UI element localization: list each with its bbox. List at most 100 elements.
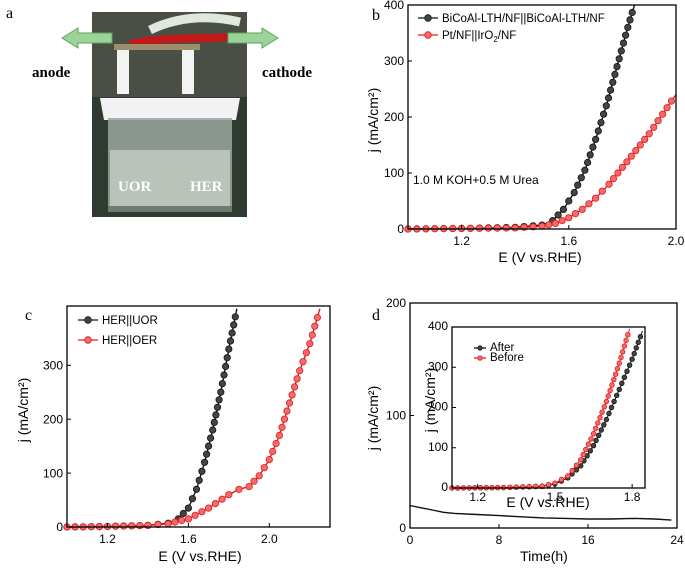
data-point	[613, 62, 621, 71]
legend-marker	[84, 336, 92, 344]
x-tick-label: 2.0	[261, 532, 278, 546]
data-point	[260, 464, 268, 472]
data-point	[608, 404, 615, 411]
data-point	[626, 16, 634, 24]
data-point	[195, 476, 203, 484]
data-point	[278, 423, 286, 431]
data-point	[571, 210, 580, 218]
data-point	[578, 457, 584, 463]
data-point	[598, 187, 606, 195]
data-point	[583, 158, 592, 167]
data-point	[178, 516, 186, 525]
data-point	[212, 411, 220, 419]
data-point	[188, 495, 196, 503]
condition-annotation: 1.0 M KOH+0.5 M Urea	[413, 173, 539, 187]
data-point	[590, 431, 597, 437]
data-point	[625, 332, 631, 338]
data-point	[594, 127, 602, 135]
data-point	[611, 70, 619, 79]
data-point	[574, 181, 582, 189]
data-point	[475, 224, 484, 232]
cathode-holder	[182, 46, 194, 94]
data-point	[210, 418, 218, 426]
data-point	[311, 322, 319, 330]
data-point	[611, 398, 617, 405]
data-point	[211, 499, 219, 508]
y-tick-label: 300	[43, 358, 63, 372]
legend-label: HER||UOR	[102, 315, 158, 327]
x-axis-label: Time(h)	[520, 548, 568, 564]
data-point	[609, 78, 617, 86]
data-point	[302, 349, 310, 357]
data-point	[593, 425, 599, 431]
data-point	[590, 443, 597, 449]
data-point	[626, 362, 633, 368]
data-point	[275, 431, 283, 439]
x-tick-label: 1.8	[624, 490, 641, 504]
data-point	[507, 484, 513, 490]
data-point	[616, 360, 622, 366]
data-point	[293, 375, 301, 383]
data-point	[585, 200, 593, 208]
data-point	[602, 102, 610, 110]
data-point	[603, 398, 610, 405]
data-point	[466, 224, 475, 232]
data-point	[601, 422, 607, 428]
data-point	[226, 337, 235, 345]
data-point	[112, 522, 120, 530]
chart-d-inset: 1.2 1.5 1.8 0 100 200 300 400 E (V vs.RHE) j (mA/…	[422, 319, 646, 510]
y-tick-label: 100	[43, 466, 63, 480]
data-point	[184, 504, 192, 512]
y-tick-label: 0	[56, 520, 63, 534]
data-point	[621, 31, 630, 39]
uor-label: UOR	[118, 179, 152, 195]
data-point	[637, 334, 644, 340]
data-point	[624, 23, 632, 31]
foam-lid	[100, 98, 240, 120]
data-point	[209, 426, 217, 434]
chart-c: 1.2 1.6 2.0 0 100 200 300 E (V vs.RHE) j (mA/cm²…	[15, 305, 331, 564]
x-tick-label: 24	[670, 533, 684, 547]
x-tick-label: 16	[581, 533, 595, 547]
panel-a-letter: a	[6, 5, 13, 22]
x-tick-label: 1.6	[560, 234, 577, 248]
data-point	[633, 345, 639, 351]
data-point	[604, 94, 613, 102]
clamp-bar	[114, 44, 200, 50]
data-point	[285, 399, 294, 407]
y-tick-label: 400	[384, 0, 404, 12]
data-point	[565, 473, 571, 479]
data-point	[231, 313, 239, 321]
data-point	[545, 221, 553, 229]
data-point	[617, 47, 625, 55]
data-point	[179, 509, 187, 518]
data-point	[235, 485, 243, 493]
data-point	[222, 362, 230, 370]
data-point	[313, 313, 321, 322]
y-tick-label: 400	[428, 319, 448, 333]
data-point	[558, 476, 565, 483]
data-point	[171, 518, 179, 526]
inset-background	[452, 327, 645, 488]
data-point	[658, 110, 667, 118]
data-point	[554, 211, 562, 219]
data-point	[154, 520, 162, 529]
data-point	[578, 463, 584, 469]
data-point	[635, 339, 641, 345]
data-point	[218, 495, 226, 503]
x-tick-label: 0	[407, 533, 414, 547]
data-point	[607, 387, 613, 394]
y-tick-label: 0	[399, 521, 406, 535]
y-tick-label: 200	[386, 296, 406, 310]
y-axis-label: j (mA/cm²)	[365, 88, 381, 154]
data-point	[654, 117, 662, 125]
anode-holder	[117, 46, 129, 94]
data-point	[632, 147, 640, 155]
data-point	[203, 450, 211, 458]
data-point	[484, 224, 492, 232]
data-point	[225, 491, 233, 499]
data-point	[511, 224, 519, 232]
data-point	[587, 448, 593, 454]
x-tick-label: 1.2	[99, 532, 116, 546]
